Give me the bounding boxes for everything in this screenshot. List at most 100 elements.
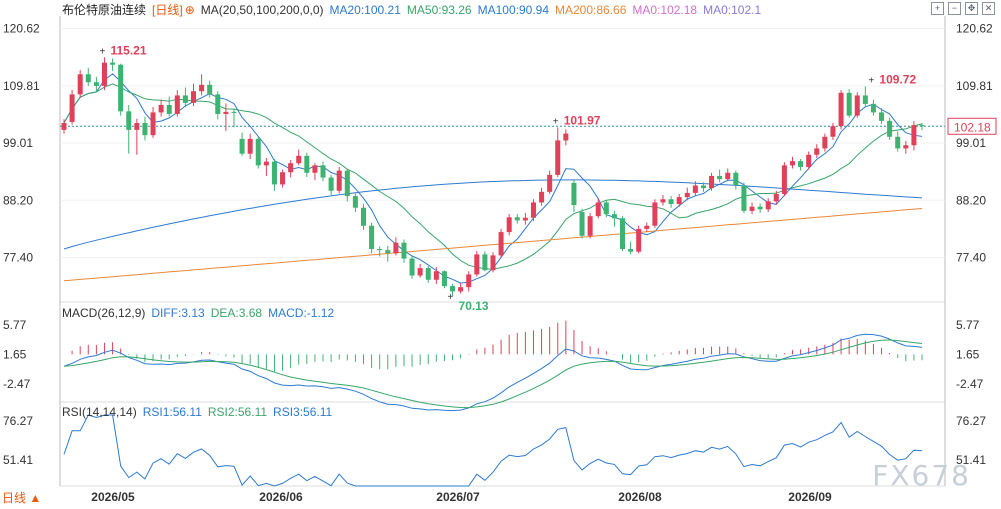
price-header: 布伦特原油连续 [日线] ⊕ MA(20,50,100,200,0,0) MA20:10…: [62, 3, 767, 17]
candle-body: [166, 104, 172, 114]
candle-body: [474, 254, 480, 275]
ma-config-label[interactable]: MA(20,50,100,200,0,0): [200, 3, 324, 17]
zoom-out-icon[interactable]: −: [948, 2, 961, 15]
price-tick-left: 99.01: [3, 136, 33, 150]
ma200-line: [63, 208, 923, 282]
candle-body: [231, 111, 237, 113]
candle-body: [247, 138, 253, 154]
candle-body: [749, 206, 755, 211]
macd-tick-left: 5.77: [3, 318, 27, 332]
candle-body: [579, 211, 585, 236]
price-annotation: 115.21: [110, 43, 146, 57]
candle-body: [709, 175, 715, 189]
ma0a-value: MA0:102.18: [632, 3, 698, 17]
watermark: FX678: [872, 459, 971, 492]
candle-body: [660, 199, 666, 203]
candle-body: [838, 92, 844, 127]
candle-body: [61, 122, 67, 130]
candle-body: [255, 138, 261, 166]
x-axis-date-label: 2026/05: [91, 490, 135, 504]
candle-body: [425, 268, 431, 280]
candle-body: [417, 268, 423, 276]
candle-body: [879, 112, 885, 121]
ma100-value: MA100:90.94: [477, 3, 549, 17]
candle-body: [644, 225, 650, 229]
macd-tick-left: 1.65: [3, 347, 27, 361]
candle-body: [806, 154, 812, 167]
candle-body: [717, 175, 723, 180]
candle-body: [304, 155, 310, 173]
candle-body: [126, 111, 132, 130]
candle-body: [870, 103, 876, 113]
candle-body: [563, 133, 569, 141]
candle-body: [895, 136, 901, 149]
candle-body: [692, 185, 698, 193]
marker-cross: +: [553, 116, 559, 127]
candle-body: [846, 92, 852, 116]
zoom-in-icon[interactable]: +: [931, 2, 944, 15]
candle-body: [93, 82, 99, 86]
candle-body: [199, 84, 205, 92]
price-tick-left: 120.62: [3, 22, 40, 36]
candle-body: [466, 274, 472, 288]
axis-labels: 120.62 120.62 109.81 109.81 99.01 99.01 88.20 8…: [3, 22, 997, 504]
macd-tick-left: -2.47: [3, 377, 31, 391]
candle-body: [522, 217, 528, 221]
rsi-line: [63, 414, 923, 487]
candle-body: [271, 161, 277, 185]
candle-body: [919, 125, 925, 127]
candle-body: [158, 104, 164, 113]
last-price-tag: [947, 117, 997, 135]
candle-body: [547, 174, 553, 192]
candle-body: [369, 225, 375, 250]
candle-body: [498, 232, 504, 256]
candle-body: [118, 64, 124, 112]
candle-body: [652, 202, 658, 226]
candle-body: [903, 145, 909, 149]
macd-tick-right: 1.65: [956, 347, 980, 361]
chart-toolbar: + − ✥ ✕: [931, 2, 995, 15]
candle-body: [336, 170, 342, 191]
close-icon[interactable]: ✕: [982, 2, 995, 15]
candle-body: [555, 140, 561, 175]
candle-body: [110, 62, 116, 65]
candle-body: [757, 206, 763, 210]
candle-body: [773, 193, 779, 202]
candle-body: [911, 125, 917, 146]
period-button[interactable]: 日线 ▲: [2, 491, 42, 505]
candle-body: [514, 217, 520, 221]
pan-icon[interactable]: ✥: [965, 2, 978, 15]
candle-body: [741, 185, 747, 211]
period-tag[interactable]: [日线]: [152, 3, 183, 17]
candle-body: [134, 122, 140, 130]
ma200-value: MA200:86.66: [555, 3, 627, 17]
macd-value: MACD:-1.12: [268, 306, 335, 320]
marker-cross: +: [868, 75, 874, 86]
candle-body: [814, 148, 820, 155]
candle-body: [215, 94, 221, 114]
candle-body: [360, 207, 366, 226]
candle-body: [433, 271, 439, 280]
rsi-tick-right: 76.27: [956, 414, 986, 428]
macd-name: MACD(26,12,9): [62, 306, 146, 320]
candle-body: [684, 192, 690, 198]
candle-body: [385, 250, 391, 254]
candlestick-series: [61, 57, 925, 297]
settings-icon[interactable]: ⊕: [184, 3, 195, 17]
instrument-title: 布伦特原油连续: [62, 3, 147, 17]
candle-body: [668, 199, 674, 205]
macd-header: MACD(26,12,9) DIFF:3.13 DEA:3.68 MACD:-1.12: [62, 306, 340, 320]
moving-average-lines: [60, 73, 945, 284]
macd-dea: DEA:3.68: [210, 306, 263, 320]
candle-body: [506, 217, 512, 233]
macd-tick-right: -2.47: [956, 377, 984, 391]
candle-body: [789, 161, 795, 166]
candle-body: [781, 165, 787, 194]
last-price-label: 102.18: [954, 120, 991, 134]
ma50-line: [63, 83, 923, 270]
candle-body: [101, 62, 107, 86]
candle-body: [69, 94, 75, 122]
candle-body: [223, 111, 229, 114]
ma20-value: MA20:100.21: [329, 3, 401, 17]
